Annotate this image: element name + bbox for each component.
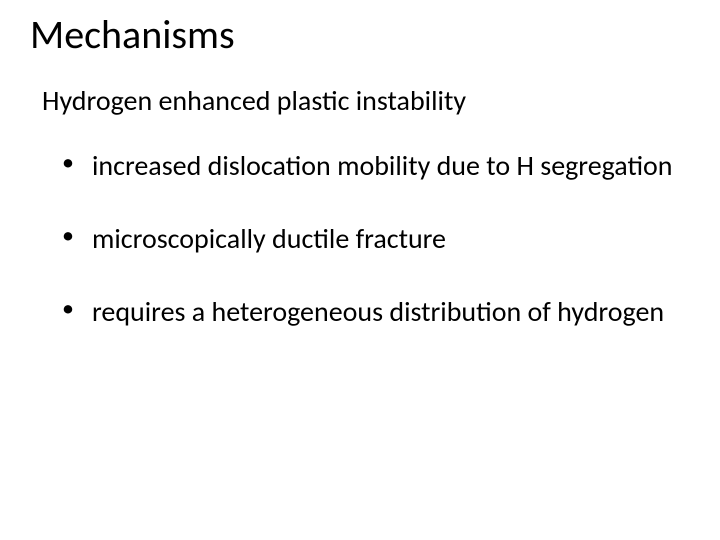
page-title: Mechanisms [30, 10, 690, 59]
list-item: increased dislocation mobility due to H … [42, 148, 690, 183]
page-subtitle: Hydrogen enhanced plastic instability [42, 83, 690, 118]
slide-container: Mechanisms Hydrogen enhanced plastic ins… [0, 0, 720, 540]
list-item: microscopically ductile fracture [42, 221, 690, 256]
bullet-list: increased dislocation mobility due to H … [42, 148, 690, 329]
list-item: requires a heterogeneous distribution of… [42, 294, 690, 329]
